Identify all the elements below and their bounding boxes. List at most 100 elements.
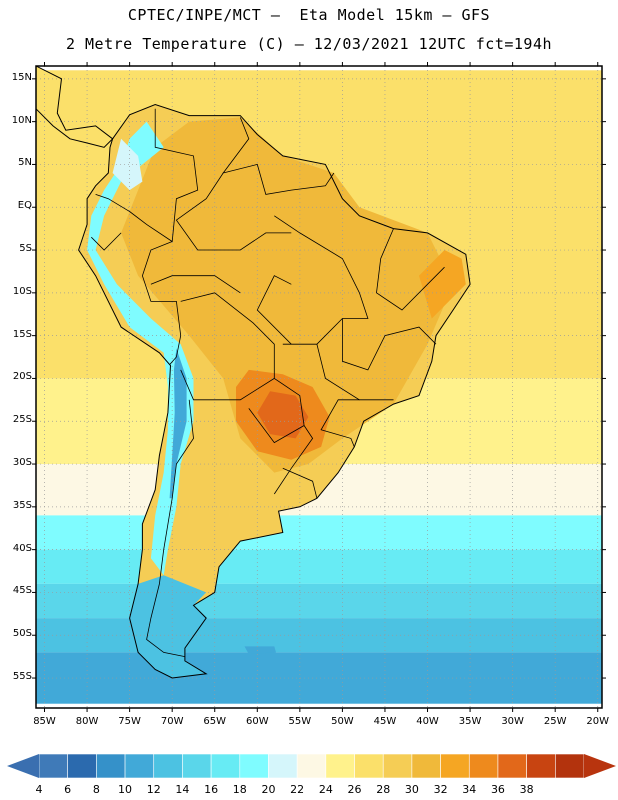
map-frame (35, 65, 603, 709)
lat-label: 5N (18, 157, 32, 169)
central-america-coast (36, 66, 114, 148)
colorbar-high-arrow (584, 754, 616, 778)
political-border (376, 228, 445, 311)
lat-label: EQ (17, 200, 32, 212)
colorbar-label: 14 (175, 783, 190, 796)
lat-label: 30S (12, 457, 32, 469)
country-borders (36, 66, 471, 679)
colorbar-label: 30 (404, 783, 419, 796)
colorbar-label: 20 (261, 783, 276, 796)
political-border (91, 232, 122, 251)
lat-label: 35S (12, 499, 32, 511)
lat-label: 55S (12, 671, 32, 683)
colorbar-label: 34 (462, 783, 477, 796)
colorbar-swatch (497, 753, 527, 779)
political-border (175, 172, 292, 251)
colorbar-swatch (153, 753, 183, 779)
political-border (282, 467, 318, 499)
colorbar-label: 32 (433, 783, 448, 796)
colorbar-swatch (38, 753, 68, 779)
political-border (273, 425, 314, 495)
ocean-band (36, 618, 602, 653)
colorbar-label: 28 (376, 783, 391, 796)
political-border (256, 275, 292, 345)
lon-label: 85W (33, 716, 56, 727)
hot-spot-core (257, 391, 309, 439)
lat-label: 50S (12, 628, 32, 640)
colorbar-swatch (526, 753, 556, 779)
colorbar-label: 36 (490, 783, 505, 796)
colorbar-label: 4 (35, 783, 43, 796)
colorbar-label: 38 (519, 783, 534, 796)
colorbar-swatch (268, 753, 298, 779)
lat-label: 25S (12, 414, 32, 426)
lon-label: 35W (458, 716, 482, 727)
colorbar-swatch (296, 753, 327, 779)
colorbar-label: 16 (204, 783, 219, 796)
lon-label: 65W (203, 716, 227, 727)
political-border (222, 117, 335, 195)
lon-label: 60W (245, 716, 269, 727)
ocean-band (36, 652, 602, 704)
lon-label: 20W (586, 716, 610, 727)
header-line-1: CPTEC/INPE/MCT – Eta Model 15km – GFS (127, 6, 491, 24)
axis-ticks (32, 62, 606, 712)
falkland-islands (244, 646, 276, 655)
colorbar-swatch (96, 753, 126, 779)
lon-label: 80W (75, 716, 99, 727)
lon-label: 55W (288, 716, 312, 727)
colombian-andes (112, 138, 143, 191)
lon-label: 25W (543, 716, 567, 727)
colorbar-swatch (411, 753, 441, 779)
colorbar-label: 24 (318, 783, 333, 796)
colorbar-label: 6 (64, 783, 72, 796)
colorbar-swatch (67, 753, 97, 779)
lon-label: 50W (331, 716, 354, 727)
northeast-warm (419, 250, 466, 319)
political-border (141, 241, 182, 365)
political-border (320, 399, 360, 448)
patagonia-cold (129, 575, 207, 678)
lon-label: 70W (160, 716, 184, 727)
land-temperature-layer (36, 66, 471, 678)
colorbar-swatch (210, 753, 241, 779)
ocean-band (36, 515, 602, 550)
andes-cold (87, 121, 194, 576)
lat-label: 15N (11, 71, 32, 83)
header-line-2: 2 Metre Temperature (C) – 12/03/2021 12U… (65, 35, 553, 53)
coastline (78, 103, 471, 679)
political-border (342, 318, 437, 371)
political-border (146, 399, 194, 657)
political-border (95, 108, 199, 243)
lat-label: 20S (12, 371, 32, 383)
colorbar-swatch (239, 753, 269, 779)
colorbar-swatch (354, 753, 384, 779)
colorbar-label: 10 (118, 783, 133, 796)
political-border (180, 292, 275, 401)
lat-label: 5S (19, 243, 32, 255)
colorbar-swatch (182, 753, 212, 779)
lon-label: 30W (501, 716, 524, 727)
colorbar (7, 753, 616, 779)
colorbar-label: 12 (146, 783, 161, 796)
colorbar-swatch (440, 753, 470, 779)
lat-label: 45S (12, 585, 32, 597)
colorbar-swatch (555, 753, 585, 779)
ocean-band (36, 549, 602, 584)
warm-interior (121, 117, 454, 473)
lat-label: 10N (11, 114, 32, 126)
colorbar-swatch (325, 753, 355, 779)
lat-label: 15S (12, 328, 32, 340)
colorbar-low-arrow (7, 754, 39, 778)
lon-label: 40W (416, 716, 439, 727)
colorbar-swatch (468, 753, 499, 779)
political-border (150, 275, 241, 294)
colorbar-swatch (124, 753, 155, 779)
colorbar-label: 22 (290, 783, 305, 796)
lat-label: 10S (12, 285, 32, 297)
colorbar-swatch (382, 753, 413, 779)
ocean-band (36, 583, 602, 619)
colorbar-label: 26 (347, 783, 362, 796)
colorbar-label: 18 (232, 783, 247, 796)
